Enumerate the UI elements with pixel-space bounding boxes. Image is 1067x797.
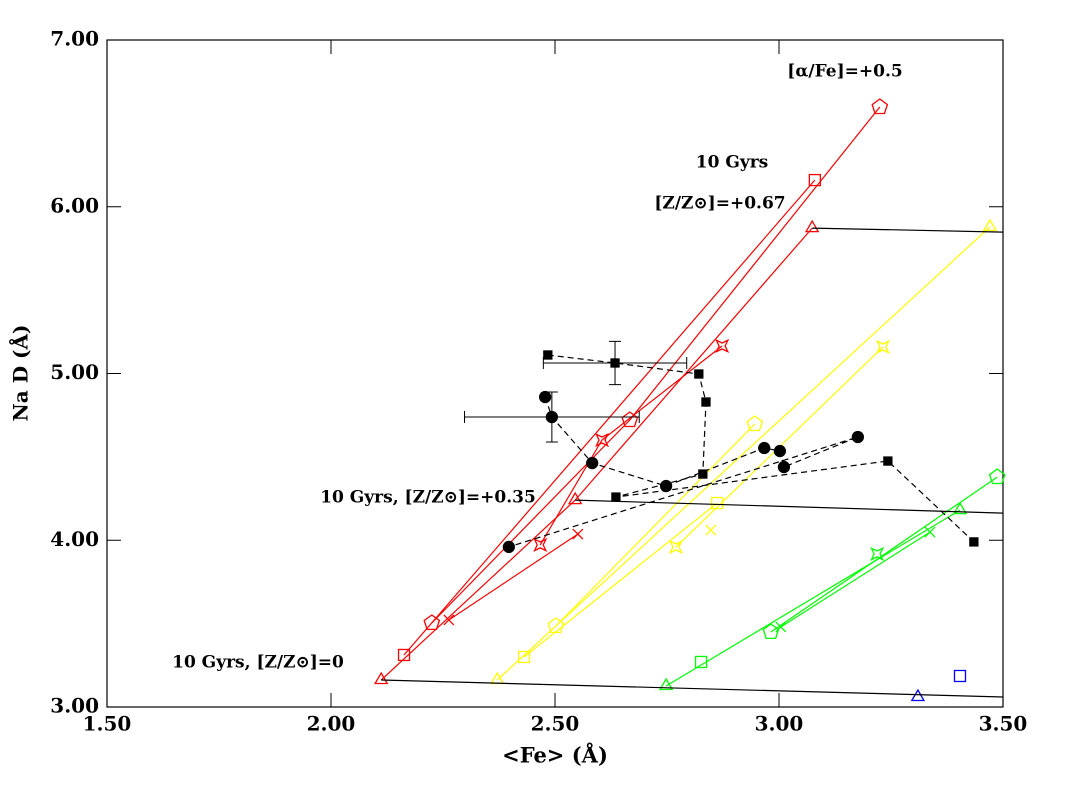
annotation: [Z/Z⊙]=+0.67 xyxy=(654,194,785,214)
marker xyxy=(545,410,559,424)
series-line xyxy=(780,531,931,628)
marker xyxy=(711,496,724,510)
series-line xyxy=(547,354,975,543)
y-tick-label: 4.00 xyxy=(50,527,99,551)
y-tick-label: 6.00 xyxy=(50,193,99,217)
y-tick-label: 5.00 xyxy=(50,360,99,384)
annotation: 10 Gyrs, [Z/Z⊙]=0 xyxy=(172,653,344,673)
marker xyxy=(804,219,820,233)
marker xyxy=(567,491,583,505)
y-tick-label: 3.00 xyxy=(50,694,99,718)
marker xyxy=(668,539,683,554)
y-axis-label: Na D (Å) xyxy=(9,325,33,422)
x-tick-label: 2.50 xyxy=(531,712,580,736)
marker xyxy=(502,540,516,554)
annotation: [α/Fe]=+0.5 xyxy=(787,62,902,82)
marker xyxy=(775,621,787,633)
series-line xyxy=(555,423,756,627)
marker xyxy=(982,218,998,232)
marker xyxy=(443,614,455,626)
marker xyxy=(533,537,548,552)
marker xyxy=(586,456,599,470)
x-tick-label: 3.00 xyxy=(755,712,804,736)
marker xyxy=(773,444,787,458)
marker xyxy=(658,677,674,691)
marker xyxy=(953,669,967,683)
x-tick-label: 1.50 xyxy=(83,712,132,736)
marker xyxy=(610,358,620,368)
annotation: 10 Gyrs xyxy=(696,153,769,173)
marker xyxy=(659,479,673,493)
series-line xyxy=(403,179,816,656)
marker xyxy=(988,468,1006,485)
series-line xyxy=(496,226,991,681)
annotation: 10 Gyrs, [Z/Z⊙]=+0.35 xyxy=(320,488,536,508)
series-line xyxy=(431,106,881,624)
marker xyxy=(705,524,717,536)
marker xyxy=(883,456,893,466)
marker xyxy=(698,469,708,479)
marker xyxy=(694,369,704,379)
marker xyxy=(808,173,821,187)
series-line xyxy=(812,227,1004,233)
y-tick-label: 7.00 xyxy=(50,27,99,51)
series-line xyxy=(381,679,1004,698)
series-line xyxy=(770,476,998,633)
x-tick-label: 2.00 xyxy=(307,712,356,736)
x-tick-label: 3.50 xyxy=(979,712,1028,736)
marker xyxy=(517,650,531,664)
marker xyxy=(595,433,610,448)
marker xyxy=(875,339,890,354)
marker xyxy=(397,648,411,662)
marker xyxy=(715,338,730,353)
marker xyxy=(423,614,441,631)
marker xyxy=(924,526,936,538)
marker xyxy=(611,492,621,502)
marker xyxy=(694,655,708,669)
series-line xyxy=(665,509,961,687)
x-axis-label: <Fe> (Å) xyxy=(502,743,608,768)
marker xyxy=(952,501,968,515)
marker xyxy=(851,430,864,444)
marker xyxy=(572,528,584,540)
plot-frame xyxy=(106,39,1004,708)
marker xyxy=(701,397,711,407)
marker xyxy=(746,415,764,432)
series-line xyxy=(575,499,1004,514)
marker xyxy=(489,671,505,685)
marker xyxy=(969,537,979,547)
marker xyxy=(538,390,552,404)
marker xyxy=(373,671,389,685)
marker xyxy=(777,460,791,474)
series-line xyxy=(523,502,718,658)
marker xyxy=(543,350,553,360)
marker xyxy=(870,546,885,561)
marker xyxy=(758,441,771,455)
marker xyxy=(762,623,780,640)
series-line xyxy=(448,533,579,621)
series-line xyxy=(539,345,723,546)
marker xyxy=(871,98,889,115)
